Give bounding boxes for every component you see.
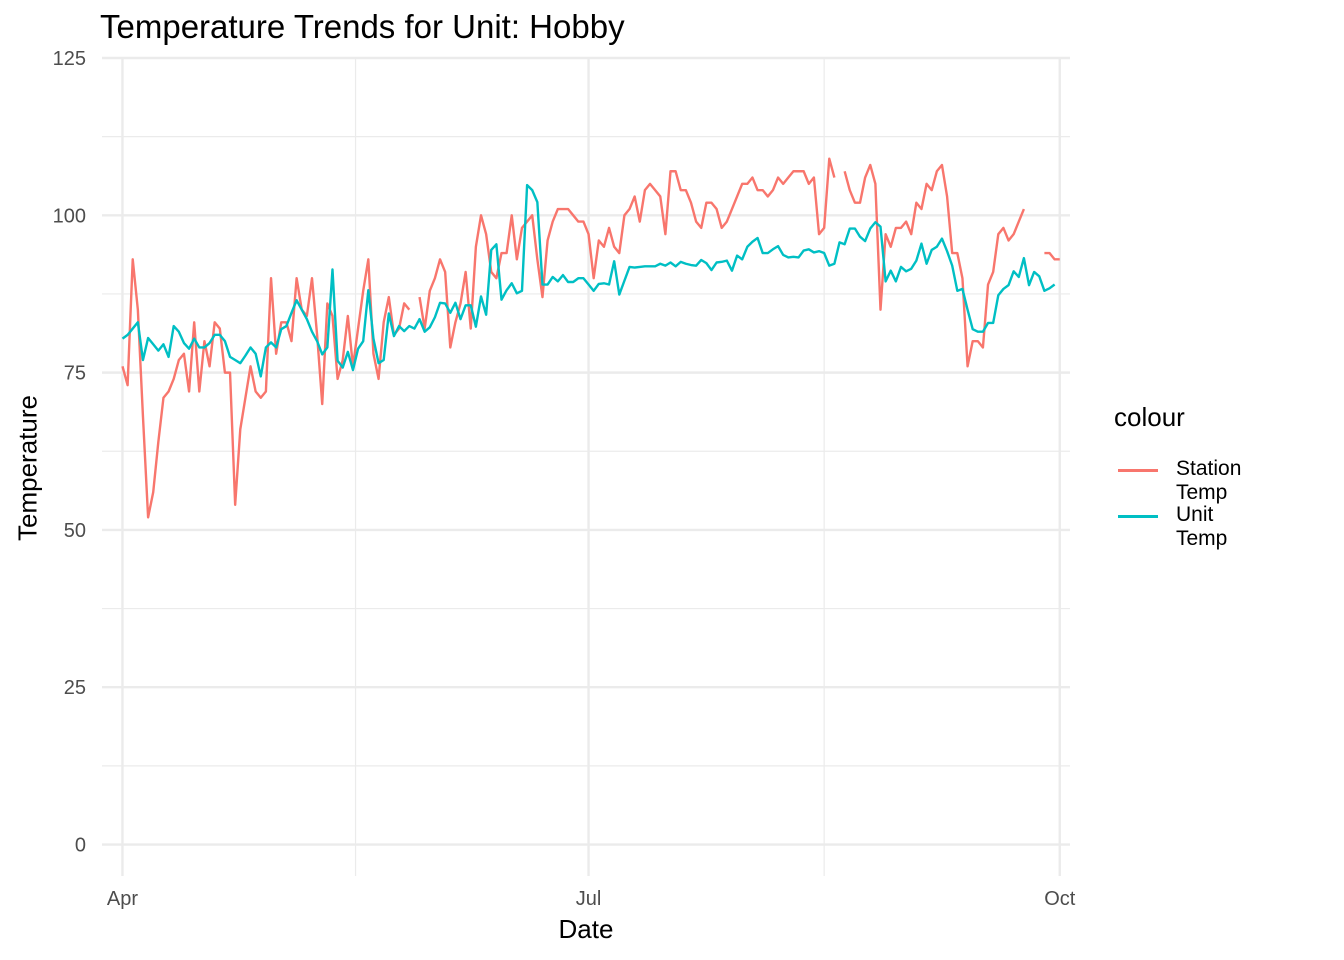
series-lines [121,157,1060,519]
series-line-unit-temp [121,183,1056,378]
y-tick-label: 0 [75,835,86,857]
legend-key-station-temp [1118,469,1158,472]
x-tick-label: Oct [1044,888,1076,910]
series-line-station-temp [121,258,411,519]
legend-key-unit-temp [1118,515,1158,518]
y-tick-label: 75 [64,363,86,385]
y-tick-label: 50 [64,520,86,542]
x-tick-label: Jul [576,888,602,910]
legend-label-station-temp: Station Temp [1176,457,1242,504]
legend-item-unit-temp: Unit Temp [1114,501,1227,550]
y-tick-label: 25 [64,677,86,699]
chart-title: Temperature Trends for Unit: Hobby [100,8,625,45]
y-tick-labels: 0 25 50 75 100 125 [53,48,86,857]
legend: colour Station Temp Unit Temp [1114,402,1241,550]
minor-gridlines [102,58,1070,876]
x-axis-label: Date [558,914,614,944]
x-tick-labels: Apr Jul Oct [107,888,1076,910]
legend-label-unit-temp: Unit Temp [1176,503,1228,550]
y-axis-label: Temperature [12,395,43,541]
major-gridlines [102,56,1070,876]
legend-title: colour [1114,402,1185,432]
series-line-station-temp [1044,251,1060,261]
series-line-station-temp [418,157,836,349]
x-tick-label: Apr [107,888,138,910]
y-tick-label: 125 [53,48,86,70]
series-line-station-temp [843,163,1026,368]
y-tick-label: 100 [53,205,86,227]
legend-item-station-temp: Station Temp [1114,455,1241,504]
